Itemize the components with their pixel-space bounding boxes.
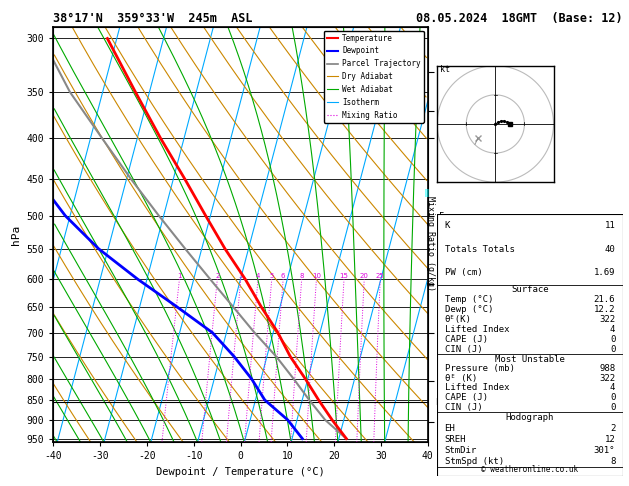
Text: 4: 4 <box>256 273 260 279</box>
Text: 5: 5 <box>270 273 274 279</box>
Text: CIN (J): CIN (J) <box>445 403 482 412</box>
Text: Hodograph: Hodograph <box>506 413 554 422</box>
Text: CIN (J): CIN (J) <box>445 345 482 354</box>
Text: 8: 8 <box>610 457 615 466</box>
Y-axis label: hPa: hPa <box>11 225 21 244</box>
Text: θᴱ (K): θᴱ (K) <box>445 374 477 383</box>
Text: 0: 0 <box>610 345 615 354</box>
Text: ǁ: ǁ <box>423 190 430 199</box>
Text: 40: 40 <box>604 245 615 254</box>
Text: θᴱ(K): θᴱ(K) <box>445 315 472 324</box>
Text: 3: 3 <box>238 273 243 279</box>
Text: 8: 8 <box>299 273 304 279</box>
Text: LCL: LCL <box>435 398 450 407</box>
Text: 12.2: 12.2 <box>594 305 615 314</box>
Text: 08.05.2024  18GMT  (Base: 12): 08.05.2024 18GMT (Base: 12) <box>416 12 623 25</box>
Text: 4: 4 <box>610 325 615 334</box>
Text: 0: 0 <box>610 403 615 412</box>
Text: kt: kt <box>440 65 450 73</box>
Text: 0: 0 <box>610 393 615 402</box>
Text: CAPE (J): CAPE (J) <box>445 393 487 402</box>
Text: 12: 12 <box>604 435 615 444</box>
Text: Temp (°C): Temp (°C) <box>445 295 493 304</box>
Text: 25: 25 <box>376 273 384 279</box>
Text: 2: 2 <box>215 273 220 279</box>
Text: Pressure (mb): Pressure (mb) <box>445 364 515 373</box>
Text: 21.6: 21.6 <box>594 295 615 304</box>
Text: StmDir: StmDir <box>445 446 477 455</box>
Text: 4: 4 <box>610 383 615 392</box>
Text: K: K <box>445 221 450 230</box>
Text: Totals Totals: Totals Totals <box>445 245 515 254</box>
Text: 988: 988 <box>599 364 615 373</box>
Legend: Temperature, Dewpoint, Parcel Trajectory, Dry Adiabat, Wet Adiabat, Isotherm, Mi: Temperature, Dewpoint, Parcel Trajectory… <box>324 31 424 122</box>
Text: 301°: 301° <box>594 446 615 455</box>
Text: 20: 20 <box>360 273 369 279</box>
Text: EH: EH <box>445 424 455 433</box>
Text: 322: 322 <box>599 374 615 383</box>
Text: Mixing Ratio (g/kg): Mixing Ratio (g/kg) <box>426 195 435 291</box>
Text: 38°17'N  359°33'W  245m  ASL: 38°17'N 359°33'W 245m ASL <box>53 12 253 25</box>
Text: 6: 6 <box>281 273 286 279</box>
Text: © weatheronline.co.uk: © weatheronline.co.uk <box>481 465 579 474</box>
Text: 15: 15 <box>340 273 348 279</box>
Text: 1: 1 <box>177 273 182 279</box>
Text: 2: 2 <box>610 424 615 433</box>
Text: PW (cm): PW (cm) <box>445 268 482 278</box>
Text: Dewp (°C): Dewp (°C) <box>445 305 493 314</box>
Text: SREH: SREH <box>445 435 466 444</box>
Text: 322: 322 <box>599 315 615 324</box>
Y-axis label: km
ASL: km ASL <box>447 226 469 243</box>
Text: Lifted Index: Lifted Index <box>445 383 509 392</box>
Text: 11: 11 <box>604 221 615 230</box>
Text: CAPE (J): CAPE (J) <box>445 335 487 344</box>
Text: Lifted Index: Lifted Index <box>445 325 509 334</box>
Text: 10: 10 <box>312 273 321 279</box>
Text: Most Unstable: Most Unstable <box>495 355 565 364</box>
Text: 1.69: 1.69 <box>594 268 615 278</box>
Text: 0: 0 <box>610 335 615 344</box>
Text: Surface: Surface <box>511 285 548 294</box>
Text: StmSpd (kt): StmSpd (kt) <box>445 457 504 466</box>
X-axis label: Dewpoint / Temperature (°C): Dewpoint / Temperature (°C) <box>156 467 325 477</box>
